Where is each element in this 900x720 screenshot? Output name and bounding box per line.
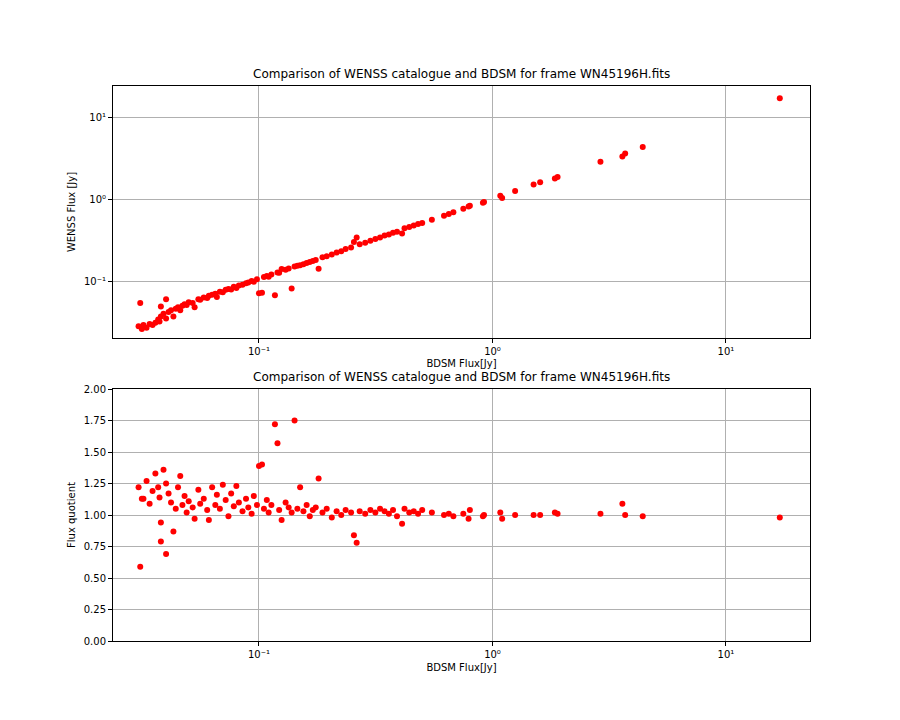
svg-text:10⁰: 10⁰ (484, 346, 501, 357)
svg-text:0.50: 0.50 (84, 573, 106, 584)
svg-text:1.00: 1.00 (84, 510, 106, 521)
svg-text:BDSM Flux[Jy]: BDSM Flux[Jy] (426, 662, 496, 673)
svg-text:2.00: 2.00 (84, 384, 106, 395)
svg-text:10¹: 10¹ (89, 112, 106, 123)
svg-text:1.50: 1.50 (84, 447, 106, 458)
svg-text:0.00: 0.00 (84, 636, 106, 647)
svg-text:10¹: 10¹ (718, 346, 735, 357)
svg-text:Comparison of WENSS catalogue: Comparison of WENSS catalogue and BDSM f… (253, 67, 670, 81)
svg-text:10⁰: 10⁰ (89, 194, 106, 205)
svg-text:Flux quotient: Flux quotient (66, 482, 77, 548)
svg-text:10¹: 10¹ (718, 649, 735, 660)
svg-text:0.25: 0.25 (84, 604, 106, 615)
svg-text:10⁻¹: 10⁻¹ (248, 346, 270, 357)
svg-text:Comparison of WENSS catalogue: Comparison of WENSS catalogue and BDSM f… (253, 370, 670, 384)
svg-text:BDSM Flux[Jy]: BDSM Flux[Jy] (426, 358, 496, 369)
svg-text:1.25: 1.25 (84, 478, 106, 489)
svg-text:1.75: 1.75 (84, 415, 106, 426)
svg-text:WENSS Flux [Jy]: WENSS Flux [Jy] (66, 172, 77, 252)
svg-text:10⁻¹: 10⁻¹ (84, 276, 106, 287)
svg-text:10⁰: 10⁰ (484, 649, 501, 660)
svg-text:0.75: 0.75 (84, 541, 106, 552)
svg-text:10⁻¹: 10⁻¹ (248, 649, 270, 660)
